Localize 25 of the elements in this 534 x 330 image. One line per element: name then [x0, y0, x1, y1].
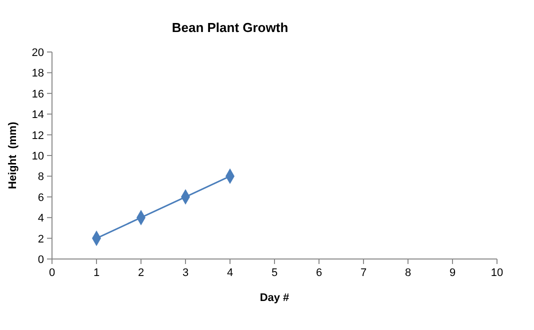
x-tick-label: 1 [93, 267, 100, 279]
x-tick-label: 9 [449, 267, 456, 279]
y-tick-label: 4 [38, 212, 44, 225]
x-tick-label: 7 [360, 267, 367, 279]
y-axis-title: Height (mm) [7, 122, 19, 190]
x-axis-title: Day # [260, 292, 290, 304]
y-tick-label: 14 [32, 109, 44, 122]
x-tick-label: 0 [48, 267, 56, 279]
x-tick-label: 2 [138, 267, 144, 279]
x-tick-label: 4 [226, 267, 234, 279]
x-tick-label: 10 [490, 267, 504, 279]
y-tick-label: 20 [32, 47, 44, 59]
y-tick-label: 12 [32, 130, 44, 142]
y-tick-label: 2 [38, 233, 44, 246]
x-tick-label: 3 [182, 267, 189, 279]
x-tick-label: 8 [404, 267, 412, 279]
y-tick-label: 0 [38, 254, 44, 266]
y-tick-label: 16 [32, 88, 44, 100]
chart-title: Bean Plant Growth [172, 20, 288, 35]
y-tick-label: 18 [32, 68, 44, 80]
y-tick-label: 10 [32, 150, 44, 162]
y-tick-label: 8 [38, 171, 44, 184]
x-tick-label: 5 [271, 267, 278, 279]
x-tick-label: 6 [316, 267, 322, 279]
y-tick-label: 6 [38, 192, 44, 204]
